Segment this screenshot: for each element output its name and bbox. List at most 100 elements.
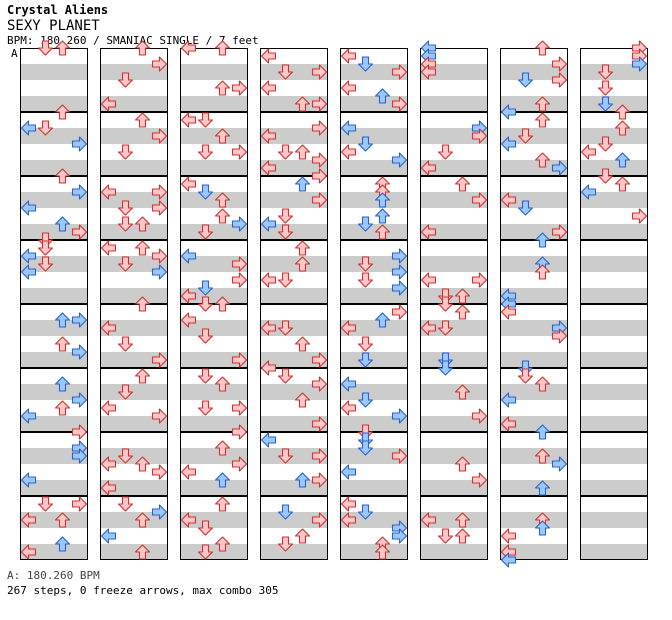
beat-stripe <box>500 128 568 144</box>
right-arrow-icon <box>311 152 328 168</box>
measure <box>420 240 488 304</box>
down-arrow-icon <box>197 400 214 416</box>
up-arrow-icon <box>214 192 231 208</box>
beat-stripe <box>580 64 648 80</box>
left-arrow-icon <box>20 264 37 280</box>
up-arrow-icon <box>534 96 551 112</box>
up-arrow-icon <box>534 152 551 168</box>
down-arrow-icon <box>117 336 134 352</box>
up-arrow-icon <box>534 424 551 440</box>
measure <box>420 496 488 560</box>
up-arrow-icon <box>374 224 391 240</box>
section-label: A <box>11 47 18 60</box>
left-arrow-icon <box>420 320 437 336</box>
measure-border <box>420 48 488 112</box>
step-stats: 267 steps, 0 freeze arrows, max combo 30… <box>7 584 279 597</box>
down-arrow-icon <box>37 120 54 136</box>
right-arrow-icon <box>151 408 168 424</box>
down-arrow-icon <box>357 256 374 272</box>
down-arrow-icon <box>437 320 454 336</box>
left-arrow-icon <box>580 184 597 200</box>
left-arrow-icon <box>100 480 117 496</box>
right-arrow-icon <box>391 528 408 544</box>
beat-stripe <box>580 384 648 400</box>
measure-border <box>420 304 488 368</box>
measure <box>340 432 408 496</box>
up-arrow-icon <box>54 336 71 352</box>
up-arrow-icon <box>454 456 471 472</box>
beat-stripe <box>500 384 568 400</box>
right-arrow-icon <box>231 424 248 440</box>
measure <box>500 496 568 560</box>
down-arrow-icon <box>117 144 134 160</box>
beat-stripe <box>420 320 488 336</box>
measure-border <box>340 368 408 432</box>
up-arrow-icon <box>454 512 471 528</box>
left-arrow-icon <box>180 176 197 192</box>
measure <box>100 48 168 112</box>
beat-stripe <box>580 352 648 368</box>
right-arrow-icon <box>151 464 168 480</box>
beat-stripe <box>420 128 488 144</box>
left-arrow-icon <box>420 160 437 176</box>
measure-border <box>180 432 248 496</box>
down-arrow-icon <box>597 80 614 96</box>
left-arrow-icon <box>340 464 357 480</box>
measure-border <box>500 496 568 560</box>
up-arrow-icon <box>294 176 311 192</box>
beat-stripe <box>100 512 168 528</box>
measure-border <box>260 240 328 304</box>
down-arrow-icon <box>357 392 374 408</box>
down-arrow-icon <box>197 224 214 240</box>
beat-stripe <box>340 448 408 464</box>
measure <box>180 176 248 240</box>
right-arrow-icon <box>631 208 648 224</box>
right-arrow-icon <box>311 96 328 112</box>
measure-border <box>20 496 88 560</box>
left-arrow-icon <box>20 120 37 136</box>
down-arrow-icon <box>357 352 374 368</box>
measure <box>580 176 648 240</box>
left-arrow-icon <box>340 120 357 136</box>
down-arrow-icon <box>197 368 214 384</box>
measure <box>340 368 408 432</box>
left-arrow-icon <box>180 288 197 304</box>
beat-stripe <box>340 128 408 144</box>
left-arrow-icon <box>500 392 517 408</box>
measure-border <box>260 176 328 240</box>
down-arrow-icon <box>277 504 294 520</box>
beat-stripe <box>580 128 648 144</box>
right-arrow-icon <box>311 472 328 488</box>
right-arrow-icon <box>311 168 328 184</box>
left-arrow-icon <box>580 144 597 160</box>
down-arrow-icon <box>597 136 614 152</box>
measure-border <box>340 176 408 240</box>
beat-stripe <box>20 64 88 80</box>
down-arrow-icon <box>517 128 534 144</box>
up-arrow-icon <box>374 312 391 328</box>
down-arrow-icon <box>597 64 614 80</box>
beat-stripe <box>260 128 328 144</box>
down-arrow-icon <box>37 240 54 256</box>
measure <box>580 368 648 432</box>
down-arrow-icon <box>357 136 374 152</box>
beat-stripe <box>500 224 568 240</box>
right-arrow-icon <box>231 256 248 272</box>
left-arrow-icon <box>260 272 277 288</box>
right-arrow-icon <box>391 304 408 320</box>
beat-stripe <box>180 224 248 240</box>
up-arrow-icon <box>294 472 311 488</box>
artist-name: Crystal Aliens <box>7 3 109 17</box>
beat-stripe <box>340 320 408 336</box>
right-arrow-icon <box>231 216 248 232</box>
beat-stripe <box>580 512 648 528</box>
measure-border <box>100 368 168 432</box>
beat-stripe <box>580 480 648 496</box>
left-arrow-icon <box>420 224 437 240</box>
beat-stripe <box>20 512 88 528</box>
measure-border <box>180 112 248 176</box>
measure <box>580 432 648 496</box>
measure <box>420 432 488 496</box>
down-arrow-icon <box>197 112 214 128</box>
